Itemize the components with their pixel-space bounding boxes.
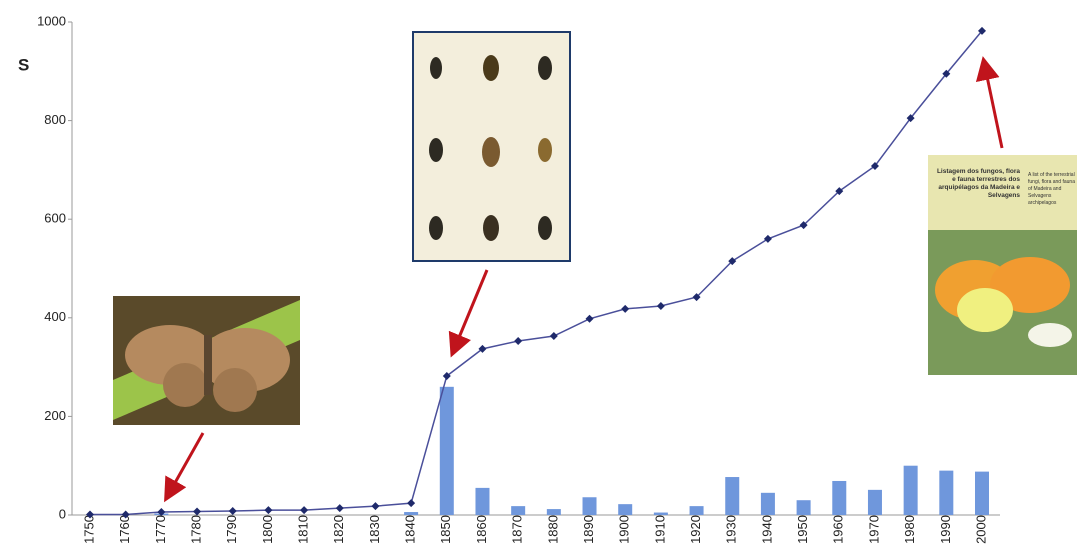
marker — [300, 506, 309, 515]
bar — [939, 470, 954, 515]
marker — [799, 221, 808, 230]
marker — [656, 301, 665, 310]
arrows — [164, 56, 1004, 503]
x-tick-label: 1900 — [617, 515, 632, 544]
marker — [407, 499, 416, 508]
marker — [906, 114, 915, 123]
marker — [585, 314, 594, 323]
x-tick-label: 1940 — [759, 515, 774, 544]
bar — [546, 509, 561, 515]
bar — [404, 512, 419, 515]
x-tick-label: 1850 — [438, 515, 453, 544]
x-tick-label: 1990 — [938, 515, 953, 544]
bar — [796, 500, 811, 515]
x-tick-label: 1770 — [153, 515, 168, 544]
beetle-plate — [412, 31, 571, 262]
bar — [511, 506, 526, 515]
marker — [728, 257, 737, 266]
marker — [157, 508, 166, 517]
bar — [903, 465, 918, 515]
marker — [870, 161, 879, 170]
x-tick-label: 1870 — [510, 515, 525, 544]
book-title-pt: Listagem dos fungos, flora e fauna terre… — [936, 168, 1020, 199]
bar — [725, 477, 740, 515]
marker — [371, 502, 380, 511]
y-tick-label: 0 — [59, 506, 66, 521]
book-title-pt-text: Listagem dos fungos, flora e fauna terre… — [936, 168, 1020, 199]
y-tick-label: 600 — [44, 211, 66, 226]
x-tick-label: 1780 — [188, 515, 203, 544]
marker — [942, 69, 951, 78]
bar — [475, 487, 490, 515]
marker — [228, 507, 237, 516]
butterfly-photo — [113, 296, 300, 425]
bar — [653, 512, 668, 515]
x-tick-label: 1760 — [117, 515, 132, 544]
marker — [978, 26, 986, 35]
marker — [335, 504, 344, 513]
marker — [835, 187, 844, 196]
y-tick-label: 1000 — [37, 13, 66, 28]
book-title-en: A list of the terrestrial fungi, flora a… — [1028, 172, 1075, 206]
marker — [193, 507, 202, 516]
y-tick-label: 800 — [44, 112, 66, 127]
marker — [763, 234, 772, 243]
x-tick-label: 1910 — [652, 515, 667, 544]
x-tick-label: 1810 — [296, 515, 311, 544]
x-tick-label: 1800 — [260, 515, 275, 544]
marker — [621, 304, 630, 313]
marker — [514, 336, 523, 345]
y-tick-label: 400 — [44, 309, 66, 324]
bar — [832, 480, 847, 515]
y-tick-label: 200 — [44, 408, 66, 423]
bar — [582, 497, 597, 515]
x-tick-label: 1840 — [403, 515, 418, 544]
marker — [86, 510, 94, 519]
x-tick-label: 1980 — [902, 515, 917, 544]
bar — [689, 506, 704, 515]
marker — [549, 332, 558, 341]
x-tick-label: 1860 — [474, 515, 489, 544]
marker — [264, 506, 273, 515]
x-tick-label: 1960 — [831, 515, 846, 544]
x-tick-label: 1950 — [795, 515, 810, 544]
bar — [867, 489, 882, 515]
x-tick-label: 1830 — [367, 515, 382, 544]
line — [90, 30, 983, 516]
x-tick-label: 1820 — [331, 515, 346, 544]
x-tick-label: 2000 — [973, 515, 988, 544]
x-tick-label: 1930 — [724, 515, 739, 544]
bar — [975, 471, 989, 515]
x-tick-label: 1790 — [224, 515, 239, 544]
y-axis-label: S — [18, 55, 29, 74]
x-tick-label: 1880 — [545, 515, 560, 544]
marker — [478, 344, 487, 353]
book-title-en-text: A list of the terrestrial fungi, flora a… — [1028, 172, 1075, 206]
marker — [121, 510, 130, 519]
marker — [692, 293, 701, 302]
x-tick-label: 1970 — [866, 515, 881, 544]
book-cover: Listagem dos fungos, flora e fauna terre… — [928, 155, 1077, 375]
x-tick-label: 1750 — [81, 515, 96, 544]
x-tick-label: 1890 — [581, 515, 596, 544]
bar — [618, 504, 633, 515]
bar — [439, 386, 454, 515]
marker — [442, 371, 451, 380]
x-tick-label: 1920 — [688, 515, 703, 544]
bar — [760, 492, 775, 515]
